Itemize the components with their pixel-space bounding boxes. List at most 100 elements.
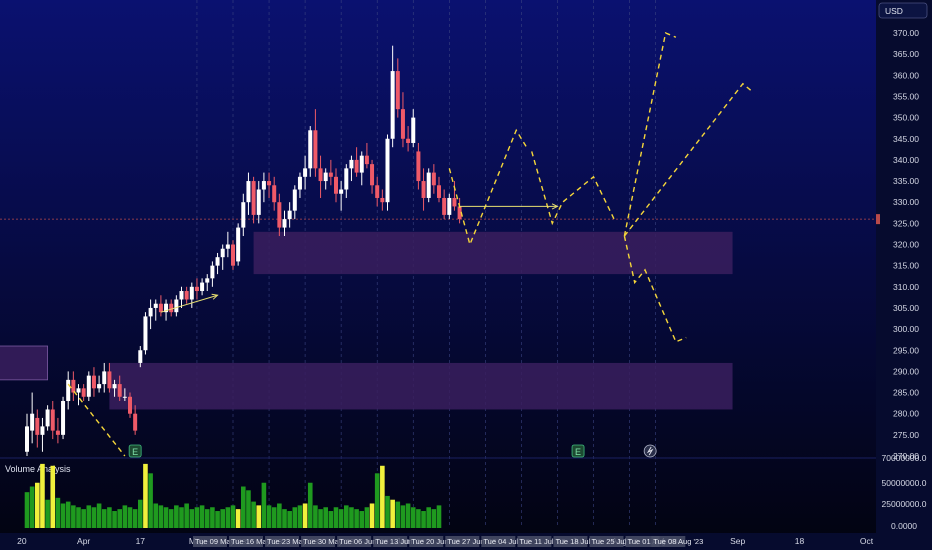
candle-body[interactable]: [328, 172, 333, 177]
candle-body[interactable]: [97, 384, 102, 389]
candle-body[interactable]: [287, 210, 292, 220]
candle-body[interactable]: [189, 286, 194, 300]
candle-body[interactable]: [256, 189, 261, 215]
volume-bar[interactable]: [235, 509, 241, 528]
candle-body[interactable]: [323, 172, 328, 182]
candle-body[interactable]: [205, 278, 210, 283]
volume-bar[interactable]: [101, 509, 107, 528]
volume-bar[interactable]: [261, 482, 267, 528]
volume-bar[interactable]: [246, 490, 251, 528]
candle-body[interactable]: [231, 244, 235, 266]
volume-bar[interactable]: [122, 505, 128, 528]
volume-bar[interactable]: [86, 505, 92, 528]
volume-bar[interactable]: [29, 486, 35, 528]
candle-body[interactable]: [179, 291, 184, 300]
candle-body[interactable]: [112, 384, 117, 389]
candle-body[interactable]: [66, 379, 71, 402]
candle-body[interactable]: [215, 257, 220, 266]
volume-bar[interactable]: [338, 509, 344, 528]
currency-badge[interactable]: [878, 2, 928, 19]
candle-body[interactable]: [153, 303, 158, 308]
volume-bar[interactable]: [302, 503, 308, 528]
volume-bar[interactable]: [210, 507, 215, 528]
volume-bar[interactable]: [333, 507, 339, 528]
candle-body[interactable]: [148, 307, 153, 317]
volume-bar[interactable]: [199, 505, 205, 528]
candle-body[interactable]: [421, 181, 426, 198]
volume-bar[interactable]: [40, 463, 45, 528]
candle-body[interactable]: [122, 396, 127, 398]
candle-body[interactable]: [81, 388, 86, 397]
candle-body[interactable]: [50, 409, 55, 431]
volume-bar[interactable]: [220, 509, 225, 528]
volume-bar[interactable]: [364, 507, 370, 528]
candle-body[interactable]: [297, 176, 302, 190]
volume-bar[interactable]: [138, 499, 143, 528]
candle-body[interactable]: [457, 206, 462, 220]
candle-body[interactable]: [117, 384, 122, 397]
volume-bar[interactable]: [158, 505, 164, 528]
candle-body[interactable]: [91, 375, 96, 389]
volume-bar[interactable]: [189, 509, 195, 528]
candle-body[interactable]: [164, 303, 169, 313]
candle-body[interactable]: [406, 138, 411, 143]
volume-bar[interactable]: [395, 501, 401, 528]
volume-bar[interactable]: [287, 511, 292, 528]
candle-body[interactable]: [282, 219, 287, 228]
volume-bar[interactable]: [241, 486, 246, 528]
candle-body[interactable]: [30, 413, 35, 431]
candle-body[interactable]: [210, 265, 215, 279]
candle-body[interactable]: [452, 197, 457, 207]
volume-bar[interactable]: [230, 505, 236, 528]
candle-body[interactable]: [437, 185, 441, 198]
volume-bar[interactable]: [153, 503, 159, 528]
candle-body[interactable]: [102, 371, 107, 385]
volume-bar[interactable]: [431, 509, 437, 528]
volume-bar[interactable]: [385, 495, 390, 528]
volume-bar[interactable]: [256, 505, 262, 528]
volume-bar[interactable]: [405, 503, 411, 528]
candle-body[interactable]: [272, 185, 277, 203]
candle-body[interactable]: [416, 151, 421, 182]
volume-bar[interactable]: [282, 509, 287, 528]
candle-body[interactable]: [411, 117, 416, 143]
candle-body[interactable]: [169, 303, 174, 313]
volume-bar[interactable]: [91, 507, 97, 528]
volume-bar[interactable]: [354, 509, 359, 528]
volume-bar[interactable]: [421, 511, 426, 528]
candle-body[interactable]: [225, 244, 230, 249]
volume-bar[interactable]: [344, 505, 349, 528]
candle-body[interactable]: [133, 413, 138, 431]
volume-bar[interactable]: [143, 463, 148, 528]
volume-bar[interactable]: [400, 505, 406, 528]
candle-body[interactable]: [35, 417, 40, 435]
volume-bar[interactable]: [318, 509, 323, 528]
candle-body[interactable]: [220, 248, 225, 258]
candle-body[interactable]: [107, 371, 112, 389]
candle-body[interactable]: [277, 202, 282, 228]
candle-body[interactable]: [385, 138, 390, 203]
candle-body[interactable]: [71, 379, 76, 393]
earnings-marker[interactable]: [571, 444, 585, 458]
volume-bar[interactable]: [328, 511, 334, 528]
volume-bar[interactable]: [323, 507, 328, 528]
candle-body[interactable]: [390, 71, 395, 139]
candle-body[interactable]: [303, 168, 308, 177]
volume-bar[interactable]: [96, 503, 102, 528]
candle-body[interactable]: [442, 197, 447, 215]
volume-bar[interactable]: [277, 503, 282, 528]
candle-body[interactable]: [25, 426, 29, 452]
volume-bar[interactable]: [112, 511, 117, 528]
volume-bar[interactable]: [184, 503, 189, 528]
earnings-marker[interactable]: [128, 444, 142, 458]
candle-body[interactable]: [426, 172, 431, 198]
volume-bar[interactable]: [313, 505, 318, 528]
candle-body[interactable]: [447, 197, 452, 215]
volume-bar[interactable]: [163, 507, 169, 528]
volume-bar[interactable]: [107, 507, 112, 528]
candle-body[interactable]: [143, 316, 148, 351]
candle-body[interactable]: [86, 375, 91, 397]
candle-body[interactable]: [339, 189, 344, 194]
volume-bar[interactable]: [50, 465, 56, 528]
volume-bar[interactable]: [76, 507, 81, 528]
